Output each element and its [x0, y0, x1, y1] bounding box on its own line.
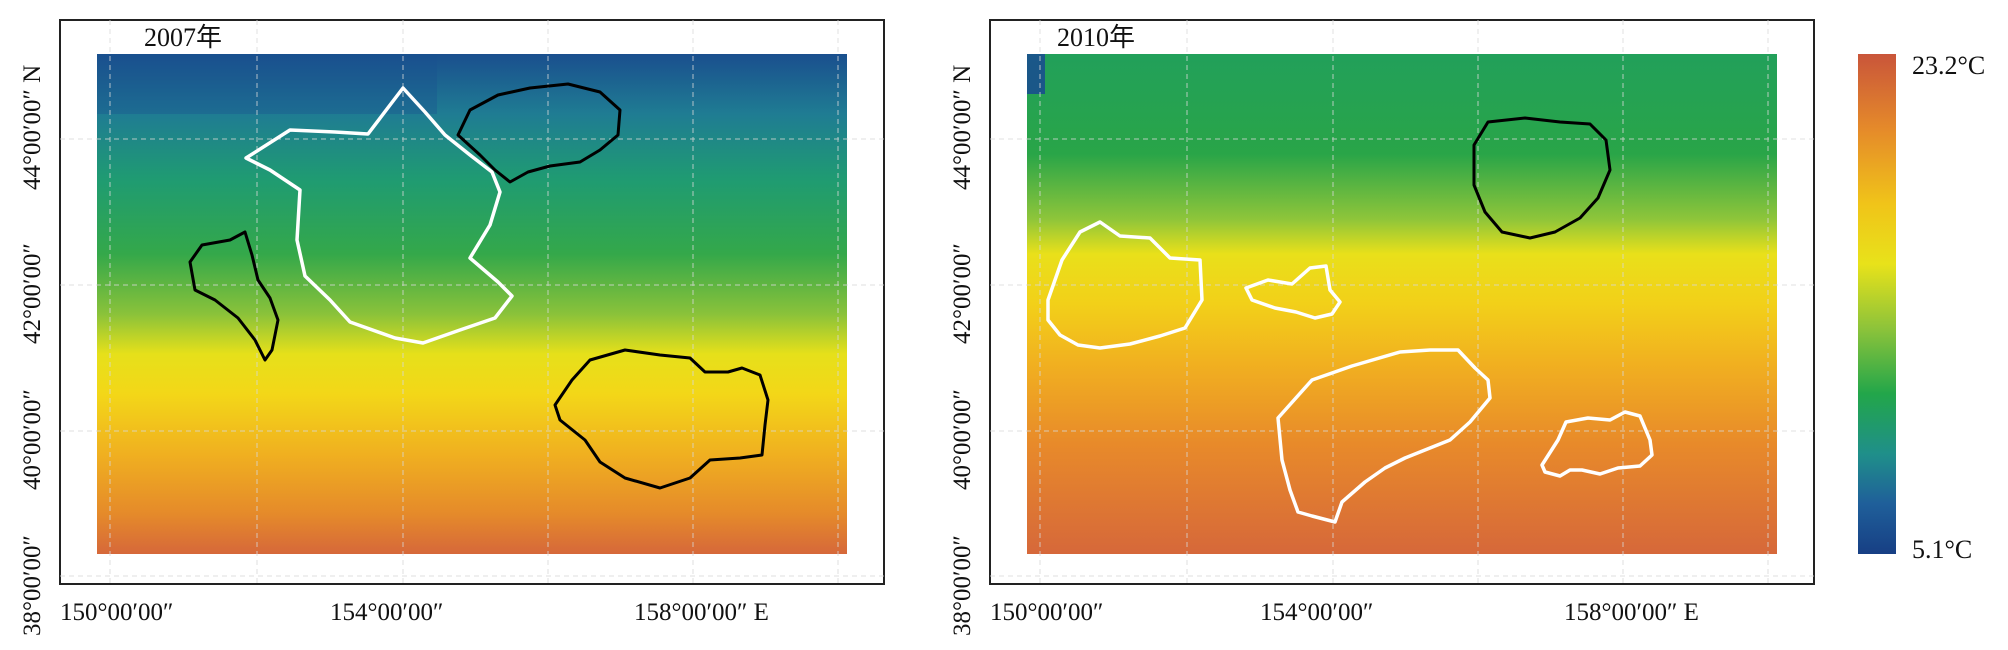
y-tick-44-r: 44°00′00″ N [949, 65, 976, 190]
x-tick-154: 154°00′00″ [330, 599, 443, 626]
sst-field-2007 [97, 54, 847, 554]
warm-eddy-outline-2010-a [1046, 220, 1204, 350]
y-ticks-2010: 38°00′00″ 40°00′00″ 42°00′00″ 44°00′00″ … [949, 65, 976, 636]
sst-cold-patch-2007 [97, 54, 437, 114]
y-tick-38: 38°00′00″ [19, 535, 46, 636]
y-tick-42: 42°00′00″ [19, 243, 46, 344]
y-tick-44: 44°00′00″ N [19, 65, 46, 190]
y-tick-38-r: 38°00′00″ [949, 535, 976, 636]
cold-eddy-outline-2007-c [553, 348, 770, 490]
y-tick-40: 40°00′00″ [19, 389, 46, 490]
warm-eddy-outline-2007-a [244, 86, 514, 345]
warm-eddy-outline-2010-b [1244, 264, 1342, 320]
graticule-2010 [990, 20, 1814, 584]
colorbar-min-label: 5.1°C [1912, 535, 1972, 564]
panel-2010: 2010年 150°00′00″ 154°00′00″ 158°00′00″ E… [949, 19, 1815, 636]
x-tick-154-r: 154°00′00″ [1260, 599, 1373, 626]
sst-cold-corner-2010 [1027, 54, 1045, 94]
sst-field-2010 [1027, 54, 1777, 554]
y-tick-40-r: 40°00′00″ [949, 389, 976, 490]
y-tick-42-r: 42°00′00″ [949, 243, 976, 344]
colorbar-max-label: 23.2°C [1912, 51, 1985, 80]
cold-eddy-outline-2007-a [456, 82, 622, 184]
x-ticks-2007: 150°00′00″ 154°00′00″ 158°00′00″ E [60, 599, 769, 626]
graticule-2007 [60, 20, 884, 584]
x-tick-150-r: 150°00′00″ [990, 599, 1103, 626]
x-tick-158: 158°00′00″ E [634, 599, 769, 626]
colorbar-ramp [1858, 54, 1896, 554]
warm-eddy-outline-2010-c [1276, 348, 1492, 524]
x-tick-158-r: 158°00′00″ E [1564, 599, 1699, 626]
x-ticks-2010: 150°00′00″ 154°00′00″ 158°00′00″ E [990, 599, 1699, 626]
y-ticks-2007: 38°00′00″ 40°00′00″ 42°00′00″ 44°00′00″ … [19, 65, 46, 636]
x-tick-150: 150°00′00″ [60, 599, 173, 626]
year-label-2007: 2007年 [144, 23, 222, 52]
warm-eddy-outline-2010-d [1540, 410, 1654, 478]
cold-eddy-outline-2007-b [188, 230, 280, 362]
panel-2007: 2007年 150°00′00″ 154°00′00″ 158°00′00″ E… [19, 19, 885, 636]
year-label-2010: 2010年 [1057, 23, 1135, 52]
cold-eddy-outline-2010-a [1472, 116, 1612, 240]
colorbar: 23.2°C 5.1°C [1858, 51, 1985, 564]
